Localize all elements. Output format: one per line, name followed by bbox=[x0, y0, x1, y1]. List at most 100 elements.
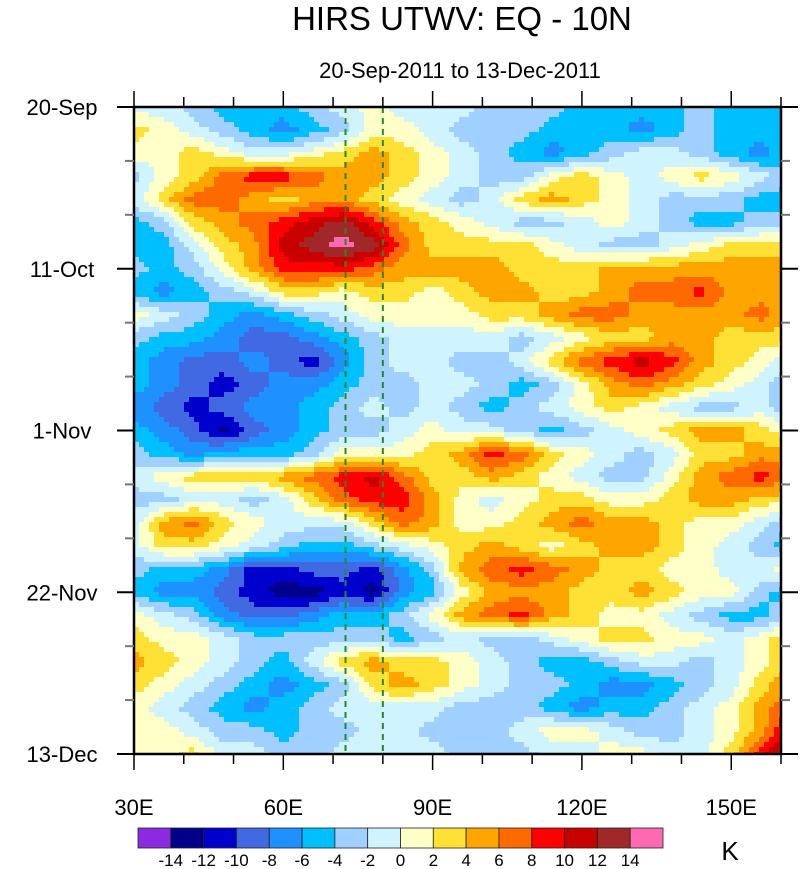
heatmap-cell bbox=[584, 202, 590, 208]
heatmap-cell bbox=[684, 162, 690, 168]
heatmap-cell bbox=[199, 272, 205, 278]
heatmap-cell bbox=[619, 227, 625, 233]
heatmap-cell bbox=[629, 132, 635, 138]
heatmap-cell bbox=[269, 292, 275, 298]
heatmap-cell bbox=[669, 132, 675, 138]
heatmap-cell bbox=[539, 217, 545, 223]
heatmap-cell bbox=[204, 177, 210, 183]
heatmap-cell bbox=[534, 202, 540, 208]
heatmap-cell bbox=[264, 217, 270, 223]
heatmap-cell bbox=[579, 137, 585, 143]
heatmap-cell bbox=[684, 177, 690, 183]
heatmap-cell bbox=[264, 292, 270, 298]
heatmap-cell bbox=[214, 117, 220, 123]
heatmap-cell bbox=[339, 157, 345, 163]
heatmap-cell bbox=[469, 247, 475, 253]
heatmap-cell bbox=[304, 232, 310, 238]
heatmap-cell bbox=[729, 107, 735, 113]
heatmap-cell bbox=[384, 217, 390, 223]
heatmap-cell bbox=[589, 142, 595, 148]
heatmap-cell bbox=[734, 127, 740, 133]
heatmap-cell bbox=[294, 157, 300, 163]
heatmap-cell bbox=[329, 152, 335, 158]
heatmap-cell bbox=[694, 162, 700, 168]
heatmap-cell bbox=[514, 232, 520, 238]
heatmap-cell bbox=[564, 267, 570, 273]
heatmap-cell bbox=[289, 137, 295, 143]
heatmap-cell bbox=[274, 287, 280, 293]
heatmap-cell bbox=[464, 242, 470, 248]
heatmap-cell bbox=[344, 107, 350, 113]
heatmap-cell bbox=[619, 247, 625, 253]
heatmap-cell bbox=[479, 192, 485, 198]
heatmap-cell bbox=[704, 197, 710, 203]
heatmap-cell bbox=[214, 267, 220, 273]
heatmap-cell bbox=[199, 162, 205, 168]
heatmap-cell bbox=[259, 287, 265, 293]
heatmap-cell bbox=[544, 147, 550, 153]
heatmap-cell bbox=[704, 132, 710, 138]
heatmap-cell bbox=[644, 202, 650, 208]
heatmap-cell bbox=[364, 112, 370, 118]
heatmap-cell bbox=[234, 242, 240, 248]
heatmap-cell bbox=[469, 257, 475, 263]
heatmap-cell bbox=[249, 132, 255, 138]
heatmap-cell bbox=[174, 262, 180, 268]
heatmap-cell bbox=[699, 122, 705, 128]
heatmap-cell bbox=[719, 197, 725, 203]
heatmap-cell bbox=[349, 152, 355, 158]
heatmap-cell bbox=[439, 237, 445, 243]
heatmap-cell bbox=[209, 137, 215, 143]
heatmap-cell bbox=[159, 122, 165, 128]
heatmap-cell bbox=[339, 167, 345, 173]
heatmap-cell bbox=[739, 112, 745, 118]
heatmap-cell bbox=[574, 217, 580, 223]
heatmap-cell bbox=[689, 277, 695, 283]
heatmap-cell bbox=[139, 277, 145, 283]
heatmap-cell bbox=[154, 177, 160, 183]
heatmap-cell bbox=[304, 152, 310, 158]
heatmap-cell bbox=[409, 187, 415, 193]
heatmap-cell bbox=[744, 177, 750, 183]
heatmap-cell bbox=[459, 147, 465, 153]
heatmap-cell bbox=[764, 157, 770, 163]
heatmap-cell bbox=[389, 162, 395, 168]
heatmap-cell bbox=[599, 122, 605, 128]
heatmap-cell bbox=[574, 292, 580, 298]
heatmap-cell bbox=[479, 262, 485, 268]
heatmap-cell bbox=[544, 217, 550, 223]
heatmap-cell bbox=[714, 117, 720, 123]
heatmap-cell bbox=[769, 167, 775, 173]
heatmap-cell bbox=[164, 202, 170, 208]
heatmap-cell bbox=[534, 122, 540, 128]
heatmap-cell bbox=[389, 277, 395, 283]
heatmap-cell bbox=[734, 107, 740, 113]
heatmap-cell bbox=[464, 147, 470, 153]
heatmap-cell bbox=[179, 112, 185, 118]
heatmap-cell bbox=[169, 192, 175, 198]
heatmap-cell bbox=[139, 167, 145, 173]
heatmap-cell bbox=[314, 107, 320, 113]
heatmap-cell bbox=[284, 127, 290, 133]
heatmap-cell bbox=[214, 147, 220, 153]
heatmap-cell bbox=[754, 282, 760, 288]
heatmap-cell bbox=[714, 202, 720, 208]
heatmap-cell bbox=[209, 257, 215, 263]
heatmap-cell bbox=[444, 262, 450, 268]
heatmap-cell bbox=[549, 202, 555, 208]
heatmap-cell bbox=[444, 247, 450, 253]
heatmap-cell bbox=[664, 182, 670, 188]
heatmap-cell bbox=[329, 147, 335, 153]
heatmap-cell bbox=[504, 267, 510, 273]
heatmap-cell bbox=[159, 117, 165, 123]
heatmap-cell bbox=[704, 282, 710, 288]
heatmap-cell bbox=[624, 282, 630, 288]
heatmap-cell bbox=[584, 207, 590, 213]
heatmap-cell bbox=[714, 267, 720, 273]
heatmap-cell bbox=[324, 167, 330, 173]
heatmap-cell bbox=[404, 137, 410, 143]
heatmap-cell bbox=[369, 222, 375, 228]
heatmap-cell bbox=[624, 242, 630, 248]
heatmap-cell bbox=[449, 282, 455, 288]
heatmap-cell bbox=[594, 112, 600, 118]
